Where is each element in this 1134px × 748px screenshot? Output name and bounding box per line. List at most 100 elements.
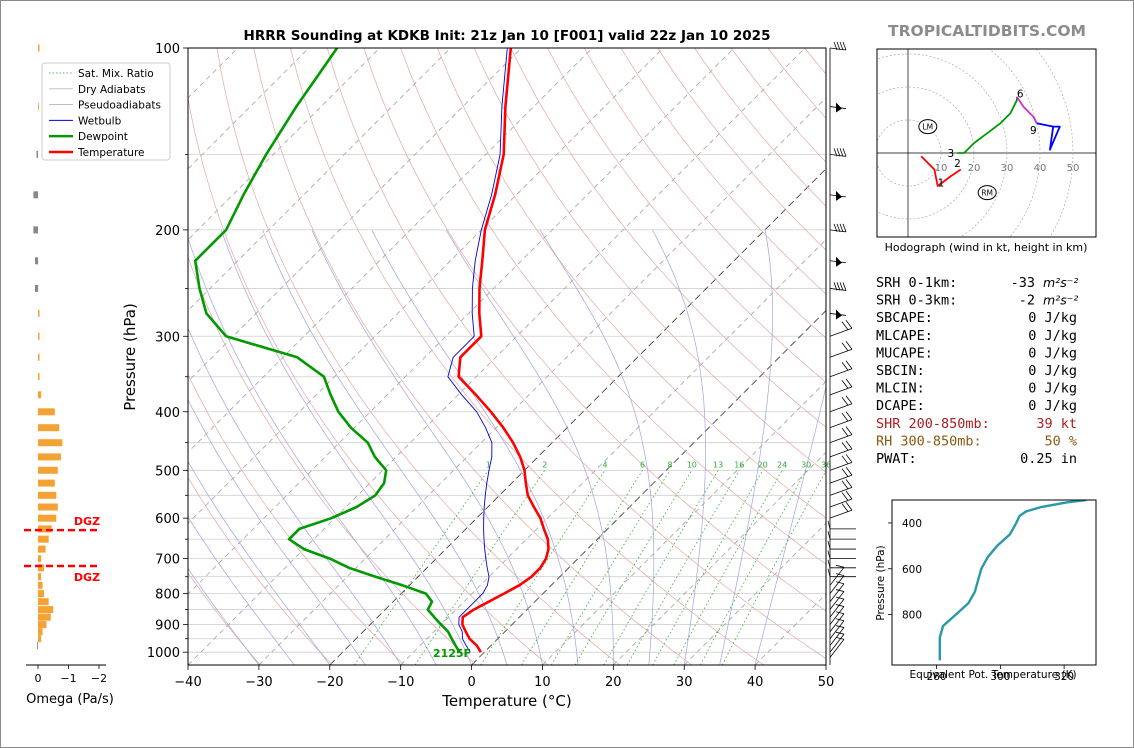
wind-barb xyxy=(829,509,853,519)
index-value: -33 xyxy=(1011,275,1035,291)
omega-bar xyxy=(33,226,38,234)
wind-barb-feather xyxy=(841,455,849,465)
omega-ticks: 0 −1 −2 xyxy=(35,665,107,685)
dry-adiabat xyxy=(290,48,764,665)
moist-adiabat xyxy=(188,398,366,665)
dry-adiabat xyxy=(510,48,826,428)
wind-barb-feather xyxy=(839,41,844,51)
isotherm-line xyxy=(0,48,25,665)
index-value: 0 J/kg xyxy=(1028,328,1077,344)
mixing-ratio-label: 16 xyxy=(734,460,744,469)
isotherm-line xyxy=(542,380,826,665)
omega-bar xyxy=(38,391,42,399)
wind-barb xyxy=(829,47,847,51)
wind-barb-feather xyxy=(833,282,838,291)
theta-e-profile xyxy=(938,500,1087,661)
omega-bar xyxy=(38,525,52,533)
dry-adiabat xyxy=(583,48,826,339)
y-tick-label: 200 xyxy=(155,224,180,239)
wind-barb-feather xyxy=(841,380,849,389)
wind-barb-feather xyxy=(835,611,845,615)
dgz-label: DGZ xyxy=(74,515,100,528)
dry-adiabat xyxy=(188,256,477,665)
mixing-ratio-line xyxy=(550,470,671,665)
wind-barb-feather xyxy=(845,454,853,463)
wind-barb-feather xyxy=(841,442,849,451)
surface-label: 2125F xyxy=(433,647,471,660)
wind-barb-feather xyxy=(841,397,849,406)
theta-e-y-tick-label: 400 xyxy=(902,518,922,530)
hodograph-trace xyxy=(957,96,1018,154)
y-tick-label: 800 xyxy=(155,588,180,603)
wind-barb-feather xyxy=(833,148,838,157)
omega-bar xyxy=(35,257,39,265)
index-value: -2 xyxy=(1019,293,1035,309)
index-label: SRH 0-1km: xyxy=(876,275,957,291)
y-tick-label: 900 xyxy=(155,619,180,634)
isotherm-line xyxy=(188,48,735,595)
legend-box xyxy=(41,62,171,161)
wind-barb xyxy=(829,498,853,508)
omega-bar xyxy=(38,635,42,643)
wind-barb-feather xyxy=(845,426,853,435)
dry-adiabat xyxy=(363,48,826,612)
hodograph-height-label: 3 xyxy=(948,148,955,160)
wind-barb xyxy=(829,474,853,484)
theta-e-ticks: 280 300 320 400 600 800 xyxy=(888,518,1074,683)
wind-barb-feather xyxy=(835,618,845,622)
wind-barb-feather xyxy=(835,631,845,635)
y-axis-label: Pressure (hPa) xyxy=(121,303,139,411)
profile-dewpoint xyxy=(193,48,461,653)
index-label: MLCAPE: xyxy=(876,328,933,344)
hodograph-plot xyxy=(877,49,1096,237)
legend-label: Wetbulb xyxy=(78,115,122,127)
omega-bar xyxy=(38,598,49,606)
index-label: MLCIN: xyxy=(876,381,925,397)
moist-adiabat xyxy=(262,229,508,665)
wind-barb-feather xyxy=(836,41,841,51)
moist-adiabat xyxy=(754,385,826,665)
omega-tick-label: −2 xyxy=(91,672,107,685)
y-tick-label: 600 xyxy=(155,512,180,527)
mixing-ratio-label: 24 xyxy=(777,460,787,469)
wind-barb xyxy=(829,461,853,471)
skewt-panel: 1 2 4 6 8 10 13 16 20 24 30 36 10020030040050060070… xyxy=(0,28,834,710)
wind-barb xyxy=(829,620,845,639)
mixing-ratio-label: 1 xyxy=(486,460,491,469)
moist-adiabat xyxy=(719,229,773,665)
omega-bar xyxy=(38,606,54,614)
index-value: 0 J/kg xyxy=(1028,310,1077,326)
wind-barb-feather xyxy=(835,625,845,628)
wind-barb-feather xyxy=(845,479,853,488)
dgz-label: DGZ xyxy=(74,571,100,584)
omega-bar xyxy=(38,353,40,361)
isotherm-line xyxy=(400,239,826,665)
wind-barb xyxy=(829,368,853,378)
wind-barb-feather xyxy=(839,282,844,291)
theta-e-x-label: Equivalent Pot. Temperature (K) xyxy=(909,669,1076,681)
wind-barb-feather xyxy=(842,282,847,291)
x-tick-label: −20 xyxy=(316,675,343,690)
wind-barb-feather xyxy=(833,223,838,233)
omega-bar xyxy=(38,424,60,432)
legend-label: Pseudoadiabats xyxy=(78,100,161,112)
dry-adiabat xyxy=(437,48,826,519)
hodograph-ring-label: 30 xyxy=(1001,163,1014,174)
omega-tick-label: 0 xyxy=(35,672,42,685)
wind-barb-feather xyxy=(845,440,853,450)
mixing-ratio-line xyxy=(652,470,764,665)
omega-bar xyxy=(38,555,42,563)
dry-adiabat xyxy=(216,48,621,665)
isotherm-line xyxy=(613,451,826,665)
index-value: 0.25 in xyxy=(1020,451,1077,467)
omega-bar xyxy=(38,466,58,474)
y-tick-label: 500 xyxy=(155,464,180,479)
isotherm-line xyxy=(471,309,826,665)
dry-adiabat xyxy=(253,48,692,665)
index-label: DCAPE: xyxy=(876,398,925,414)
theta-e-x-tick-label: 280 xyxy=(927,671,947,683)
omega-bar xyxy=(35,284,39,292)
wind-barb-feather xyxy=(845,466,853,476)
index-label: PWAT: xyxy=(876,451,917,467)
